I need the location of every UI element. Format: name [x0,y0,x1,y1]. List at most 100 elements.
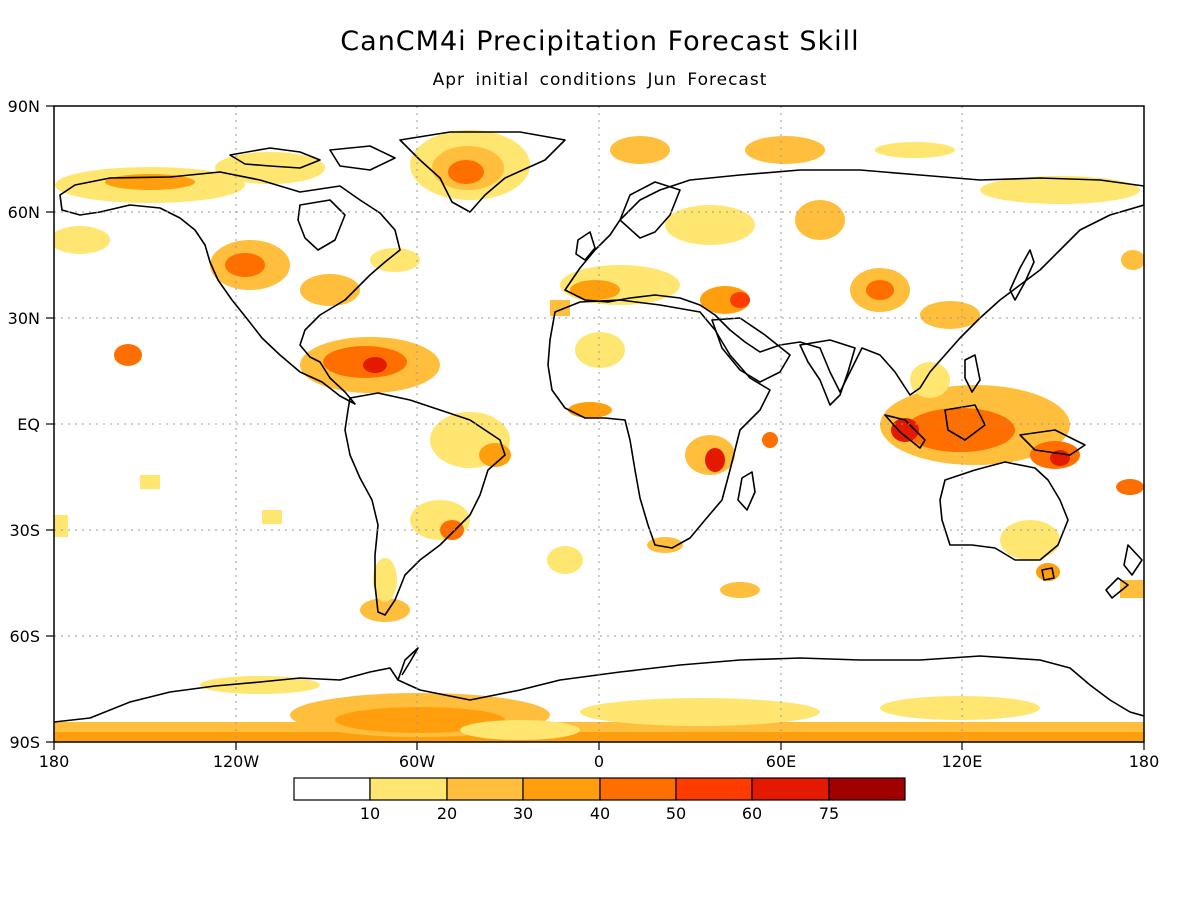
coastline-borneo [944,404,986,441]
skill-patch [866,280,894,300]
skill-patch [373,558,397,602]
colorbar-swatch [751,777,830,801]
colorbar-swatch [599,777,677,801]
coastline-india [799,339,856,406]
lon-label: 180 [39,752,70,771]
skill-patch [910,362,950,398]
coastline-tasmania [1041,567,1055,581]
lon-label: 120E [942,752,983,771]
skill-patch [1036,563,1060,581]
skill-patch [363,357,387,373]
coastline-philippines [964,354,981,393]
lat-label: 30S [9,521,40,540]
skill-patch [665,205,755,245]
lat-label: 60N [8,203,40,222]
colorbar-swatch [293,777,371,801]
lat-label: 30N [8,309,40,328]
colorbar-swatch [369,777,448,801]
skill-patch [568,402,612,418]
coastline-arctic-islands [229,147,321,169]
coastline-arctic-islands [329,145,396,171]
coastline-antarctic-peninsula [397,647,419,681]
skill-patch [705,448,725,472]
colorbar-tick-label: 50 [666,804,686,823]
skill-patch [440,520,464,540]
skill-patch [1121,250,1144,270]
coastline-new-zealand [1105,577,1129,599]
gridlines [54,106,1144,742]
skill-patch [448,160,484,184]
skill-patch [1116,479,1144,495]
coastline-greenland [399,131,566,213]
skill-patch [140,475,160,489]
skill-patch [570,280,620,300]
coastlines [54,131,1144,723]
colorbar-swatch [675,777,753,801]
skill-patch [300,274,360,306]
skill-patch [54,226,110,254]
coastline-eurasia [564,169,1144,396]
coastline-antarctica [54,655,1144,723]
skill-patch [795,200,845,240]
coastline-japan [1009,249,1035,301]
colorbar-tick-label: 40 [590,804,610,823]
skill-patch [370,248,420,272]
map-subtitle: Apr initial conditions Jun Forecast [432,70,768,90]
skill-patch [114,344,142,366]
lon-label: 60E [766,752,796,771]
skill-patch [610,136,670,164]
skill-patch [360,598,410,622]
colorbar: 10 20 30 40 50 60 75 [293,777,906,823]
coastline-uk [575,231,596,261]
lat-label: 90S [9,733,40,752]
skill-patch [730,292,750,308]
colorbar-tick-label: 10 [360,804,380,823]
coastline-new-guinea [1019,429,1086,456]
skill-patch [880,696,1040,720]
coastline-new-zealand [1123,544,1143,576]
skill-patch [647,537,683,553]
skill-patch [225,253,265,277]
lon-label: 60W [399,752,435,771]
coastline-north-america [59,171,401,405]
skill-patch [335,707,505,733]
coastline-arabia [711,317,791,383]
skill-shading [54,130,1144,742]
lon-label: 0 [594,752,604,771]
lon-label: 120W [213,752,260,771]
skill-patch [262,510,282,524]
colorbar-tick-label: 30 [513,804,533,823]
map-title: CanCM4i Precipitation Forecast Skill [340,26,860,57]
skill-patch [460,720,580,740]
colorbar-tick-label: 20 [437,804,457,823]
skill-patch [980,176,1140,204]
lat-label: 90N [8,97,40,116]
coastline-hudson-bay [297,199,346,251]
coastline-madagascar [737,471,756,511]
skill-patch [875,142,955,158]
skill-patch [575,332,625,368]
coastline-south-america [344,392,506,616]
skill-patch [54,515,68,537]
coastline-sumatra [884,414,926,449]
skill-patch [720,582,760,598]
skill-patch [891,418,919,442]
colorbar-tick-label: 75 [819,804,839,823]
lat-label: 60S [9,627,40,646]
skill-patch [1000,520,1060,560]
tick-marks [46,105,1145,750]
coastline-africa [547,299,771,549]
skill-patch [920,301,980,329]
lat-label: EQ [17,415,40,434]
skill-patch [905,408,1015,452]
skill-patch [762,432,778,448]
lon-label: 180 [1129,752,1160,771]
colorbar-swatch [446,777,524,801]
skill-patch [200,676,320,694]
skill-patch [580,698,820,726]
colorbar-tick-label: 60 [742,804,762,823]
coastline-scandinavia [619,181,681,239]
skill-patch [547,546,583,574]
colorbar-swatch [522,777,601,801]
